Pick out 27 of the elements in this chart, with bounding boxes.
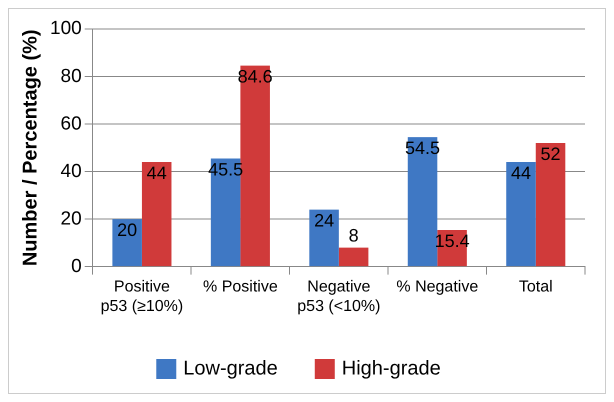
legend-label: High-grade [342, 358, 441, 380]
y-tick-label: 20 [60, 208, 82, 230]
y-tick-label: 0 [71, 256, 82, 277]
y-tick-label: 80 [60, 66, 82, 87]
bar [142, 162, 172, 266]
x-tick-label: % Negative [396, 278, 478, 296]
x-tick-label: % Positive [203, 278, 278, 296]
bar [309, 210, 339, 266]
data-label: 52 [540, 144, 561, 164]
bar [112, 219, 142, 266]
x-tick-label: Total [518, 278, 553, 296]
data-label: 24 [314, 210, 334, 231]
x-tick-label: Negative p53 (<10%) [297, 278, 380, 315]
y-tick-label: 100 [50, 18, 82, 40]
x-tick-label: Positive p53 (≥10%) [100, 278, 184, 315]
data-label: 20 [117, 220, 138, 240]
y-axis-title: Number / Percentage (%) [20, 29, 42, 266]
y-tick-label: 60 [60, 113, 82, 134]
data-label: 84.6 [238, 66, 273, 87]
data-label: 44 [146, 163, 167, 184]
data-label: 44 [510, 163, 532, 184]
y-tick-label: 40 [60, 160, 82, 182]
legend-label: Low-grade [183, 358, 278, 380]
data-label: 8 [348, 226, 359, 246]
bar [506, 162, 536, 266]
bar [338, 248, 368, 266]
bar [536, 143, 566, 266]
